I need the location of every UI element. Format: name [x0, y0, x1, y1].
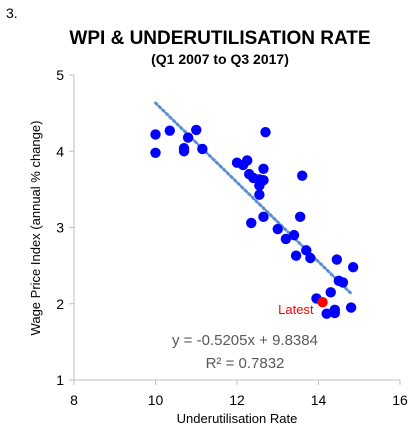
latest-data-point	[317, 297, 328, 308]
data-point	[258, 175, 269, 186]
trendline-r-squared: R² = 0.7832	[206, 355, 285, 372]
data-point	[260, 126, 271, 138]
x-tick-label: 16	[392, 392, 408, 408]
x-axis-title: Underutilisation Rate	[177, 411, 298, 426]
data-point	[254, 189, 265, 200]
y-tick-label: 5	[56, 67, 64, 83]
data-points	[150, 124, 359, 319]
trendline-equation: y = -0.5205x + 9.8384	[172, 332, 318, 349]
data-point	[329, 307, 340, 319]
data-point	[280, 233, 292, 245]
figure-number: 3.	[6, 5, 18, 21]
data-point	[150, 129, 161, 140]
y-tick-label: 1	[56, 372, 64, 388]
data-point	[290, 250, 302, 261]
x-tick-label: 14	[311, 392, 327, 408]
latest-point-layer: Latest	[278, 297, 328, 317]
data-point	[331, 254, 343, 265]
x-tick-label: 12	[229, 392, 245, 408]
y-tick-label: 4	[56, 143, 64, 159]
data-point	[288, 229, 300, 241]
data-point	[258, 211, 269, 223]
data-point	[297, 170, 308, 181]
data-point	[294, 211, 306, 223]
data-point	[150, 147, 161, 158]
data-point	[178, 143, 190, 154]
data-point	[258, 163, 269, 174]
data-point	[182, 132, 194, 143]
x-tick-label: 10	[148, 392, 164, 408]
data-point	[246, 217, 257, 229]
x-tick-label: 8	[70, 392, 78, 408]
data-point	[241, 155, 253, 166]
data-point	[301, 245, 312, 256]
latest-point-label: Latest	[278, 302, 314, 317]
chart-title: WPI & UNDERUTILISATION RATE	[69, 28, 370, 49]
y-tick-label: 3	[56, 220, 64, 236]
data-point	[197, 143, 208, 155]
data-point	[337, 277, 349, 288]
data-point	[272, 223, 283, 235]
chart-subtitle: (Q1 2007 to Q3 2017)	[151, 51, 289, 67]
trendline-layer	[154, 101, 353, 295]
y-tick-label: 2	[56, 296, 64, 312]
data-point	[191, 124, 202, 136]
data-point	[321, 308, 332, 319]
y-axis-title: Wage Price Index (annual % change)	[28, 121, 43, 336]
data-point	[345, 302, 357, 313]
data-point	[305, 252, 316, 264]
data-point	[325, 287, 336, 298]
data-point	[347, 261, 359, 273]
trendline	[154, 101, 353, 295]
data-point	[164, 125, 175, 136]
